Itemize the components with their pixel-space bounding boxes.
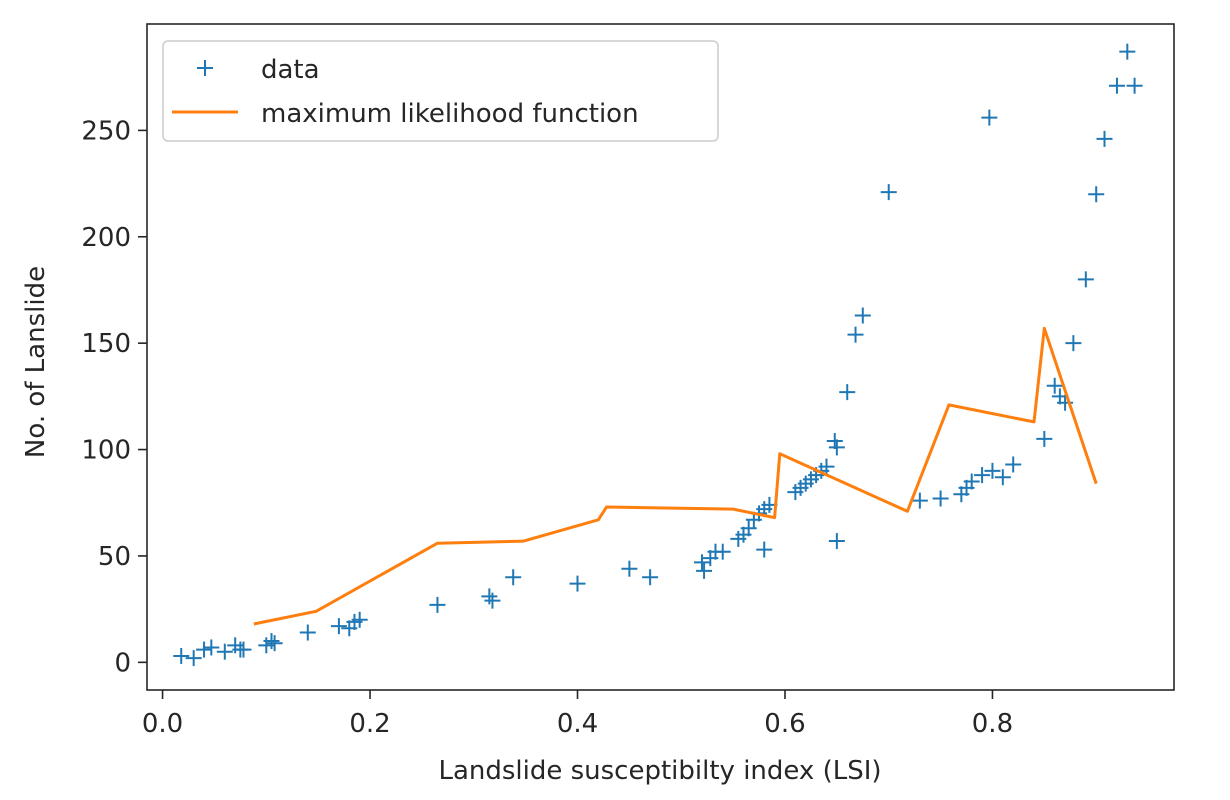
data-point bbox=[173, 647, 190, 664]
data-point bbox=[911, 492, 928, 509]
data-point bbox=[696, 562, 713, 579]
x-tick-label: 0.4 bbox=[557, 709, 598, 739]
data-point bbox=[740, 520, 757, 537]
legend-marker-data bbox=[197, 60, 213, 76]
data-point bbox=[1046, 377, 1063, 394]
data-point bbox=[351, 611, 368, 628]
data-point bbox=[1065, 335, 1082, 352]
data-point bbox=[263, 633, 280, 650]
data-point bbox=[330, 618, 347, 635]
y-tick-label: 0 bbox=[114, 648, 131, 678]
data-point bbox=[1077, 271, 1094, 288]
data-point bbox=[569, 575, 586, 592]
data-point bbox=[505, 569, 522, 586]
data-point bbox=[981, 109, 998, 126]
data-point bbox=[1088, 186, 1105, 203]
data-point bbox=[826, 433, 843, 450]
data-point bbox=[994, 469, 1011, 486]
data-point bbox=[1126, 77, 1143, 94]
data-point bbox=[429, 596, 446, 613]
data-point bbox=[714, 543, 731, 560]
data-point bbox=[828, 533, 845, 550]
data-point bbox=[185, 650, 202, 667]
data-point bbox=[974, 467, 991, 484]
x-tick-label: 0.0 bbox=[142, 709, 183, 739]
data-point bbox=[880, 184, 897, 201]
data-point bbox=[932, 490, 949, 507]
data-point bbox=[756, 541, 773, 558]
data-point bbox=[481, 588, 498, 605]
data-point bbox=[203, 639, 220, 656]
data-point bbox=[484, 592, 501, 609]
plot-frame bbox=[146, 23, 1175, 691]
data-point bbox=[621, 560, 638, 577]
data-point bbox=[266, 635, 283, 652]
series-layer bbox=[173, 43, 1143, 667]
data-point bbox=[1005, 456, 1022, 473]
y-axis-label: No. of Lanslide bbox=[21, 266, 51, 458]
data-point bbox=[847, 326, 864, 343]
data-point bbox=[963, 473, 980, 490]
data-point bbox=[235, 641, 252, 658]
legend-plus-icon bbox=[197, 60, 213, 76]
legend: data maximum likelihood function bbox=[162, 40, 719, 142]
legend-box bbox=[162, 40, 719, 142]
x-tick-label: 0.6 bbox=[764, 709, 805, 739]
y-tick-label: 250 bbox=[81, 116, 131, 146]
data-point bbox=[299, 624, 316, 641]
data-point bbox=[216, 643, 233, 660]
y-tick-label: 100 bbox=[81, 436, 131, 466]
x-tick-label: 0.2 bbox=[349, 709, 390, 739]
x-tick-label: 0.8 bbox=[972, 709, 1013, 739]
data-point bbox=[1119, 43, 1136, 60]
legend-label-fit: maximum likelihood function bbox=[261, 99, 639, 129]
data-point bbox=[839, 384, 856, 401]
y-ticks: 0 50 100 150 200 250 bbox=[81, 116, 147, 678]
data-point bbox=[1096, 130, 1113, 147]
data-point bbox=[818, 458, 835, 475]
data-point bbox=[196, 641, 213, 658]
y-tick-label: 200 bbox=[81, 223, 131, 253]
legend-label-data: data bbox=[261, 55, 320, 85]
data-point bbox=[828, 439, 845, 456]
y-tick-label: 150 bbox=[81, 329, 131, 359]
series-line-fit bbox=[253, 326, 1098, 626]
y-tick-label: 50 bbox=[98, 542, 131, 572]
x-ticks: 0.0 0.2 0.4 0.6 0.8 bbox=[142, 690, 1013, 739]
data-point bbox=[693, 554, 710, 571]
data-point bbox=[854, 307, 871, 324]
data-point bbox=[1036, 430, 1053, 447]
x-axis-label: Landslide susceptibilty index (LSI) bbox=[438, 756, 881, 786]
data-point bbox=[642, 569, 659, 586]
data-point bbox=[984, 462, 1001, 479]
data-point bbox=[1108, 77, 1125, 94]
